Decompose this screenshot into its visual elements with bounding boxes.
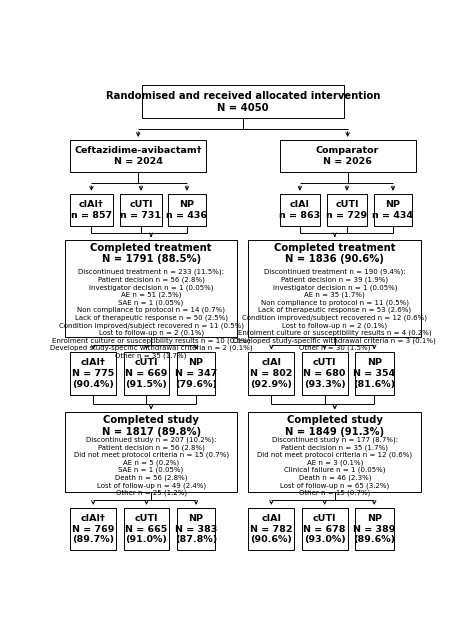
Text: cUTI
N = 680
(93.3%): cUTI N = 680 (93.3%) <box>303 358 346 389</box>
Text: cIAI†
N = 769
(89.7%): cIAI† N = 769 (89.7%) <box>72 514 114 544</box>
FancyBboxPatch shape <box>301 352 347 395</box>
Text: Completed treatment
N = 1836 (90.6%): Completed treatment N = 1836 (90.6%) <box>274 242 395 264</box>
FancyBboxPatch shape <box>65 412 237 492</box>
Text: cIAI
n = 863: cIAI n = 863 <box>279 200 320 220</box>
Text: NP
N = 347
(79.6%): NP N = 347 (79.6%) <box>175 358 217 389</box>
Text: cIAI†
N = 775
(90.4%): cIAI† N = 775 (90.4%) <box>72 358 114 389</box>
Text: Discontinued treatment n = 190 (9.4%):
Patient decision n = 39 (1.9%)
Investigat: Discontinued treatment n = 190 (9.4%): P… <box>233 269 436 351</box>
Text: NP
n = 434: NP n = 434 <box>373 200 413 220</box>
FancyBboxPatch shape <box>124 352 169 395</box>
FancyBboxPatch shape <box>327 194 367 226</box>
FancyBboxPatch shape <box>70 140 206 172</box>
FancyBboxPatch shape <box>355 352 393 395</box>
FancyBboxPatch shape <box>248 352 294 395</box>
FancyBboxPatch shape <box>124 508 169 550</box>
Text: Randomised and received allocated intervention
N = 4050: Randomised and received allocated interv… <box>106 91 380 113</box>
FancyBboxPatch shape <box>355 508 393 550</box>
Text: Completed study
N = 1849 (91.3%): Completed study N = 1849 (91.3%) <box>285 415 384 437</box>
Text: cIAI
N = 782
(90.6%): cIAI N = 782 (90.6%) <box>250 514 292 544</box>
Text: cUTI
n = 729: cUTI n = 729 <box>326 200 367 220</box>
FancyBboxPatch shape <box>374 194 412 226</box>
FancyBboxPatch shape <box>168 194 206 226</box>
FancyBboxPatch shape <box>177 508 215 550</box>
FancyBboxPatch shape <box>70 352 116 395</box>
FancyBboxPatch shape <box>142 86 344 118</box>
FancyBboxPatch shape <box>248 412 421 492</box>
FancyBboxPatch shape <box>70 508 116 550</box>
Text: cIAI
N = 802
(92.9%): cIAI N = 802 (92.9%) <box>250 358 292 389</box>
Text: NP
N = 354
(81.6%): NP N = 354 (81.6%) <box>353 358 395 389</box>
Text: Completed study
N = 1817 (89.8%): Completed study N = 1817 (89.8%) <box>101 415 201 437</box>
FancyBboxPatch shape <box>177 352 215 395</box>
Text: cUTI
n = 731: cUTI n = 731 <box>120 200 162 220</box>
Text: NP
N = 389
(89.6%): NP N = 389 (89.6%) <box>353 514 395 544</box>
FancyBboxPatch shape <box>65 240 237 337</box>
FancyBboxPatch shape <box>280 194 320 226</box>
Text: cIAI†
n = 857: cIAI† n = 857 <box>71 200 112 220</box>
Text: Completed treatment
N = 1791 (88.5%): Completed treatment N = 1791 (88.5%) <box>91 242 212 264</box>
FancyBboxPatch shape <box>248 508 294 550</box>
Text: Ceftazidime-avibactam†
N = 2024: Ceftazidime-avibactam† N = 2024 <box>74 146 202 166</box>
FancyBboxPatch shape <box>301 508 347 550</box>
Text: NP
N = 383
(87.8%): NP N = 383 (87.8%) <box>175 514 217 544</box>
FancyBboxPatch shape <box>70 194 112 226</box>
Text: Discontinued study n = 207 (10.2%):
Patient decision n = 56 (2.8%)
Did not meet : Discontinued study n = 207 (10.2%): Pati… <box>73 437 228 496</box>
Text: cUTI
N = 669
(91.5%): cUTI N = 669 (91.5%) <box>125 358 168 389</box>
Text: Discontinued study n = 177 (8.7%):
Patient decision n = 35 (1.7%)
Did not meet p: Discontinued study n = 177 (8.7%): Patie… <box>257 437 412 496</box>
Text: NP
n = 436: NP n = 436 <box>166 200 208 220</box>
FancyBboxPatch shape <box>120 194 162 226</box>
Text: cUTI
N = 678
(93.0%): cUTI N = 678 (93.0%) <box>303 514 346 544</box>
Text: cUTI
N = 665
(91.0%): cUTI N = 665 (91.0%) <box>125 514 168 544</box>
Text: Discontinued treatment n = 233 (11.5%):
Patient decision n = 56 (2.8%)
Investiga: Discontinued treatment n = 233 (11.5%): … <box>50 269 252 359</box>
FancyBboxPatch shape <box>248 240 421 337</box>
FancyBboxPatch shape <box>280 140 416 172</box>
Text: Comparator
N = 2026: Comparator N = 2026 <box>316 146 379 166</box>
